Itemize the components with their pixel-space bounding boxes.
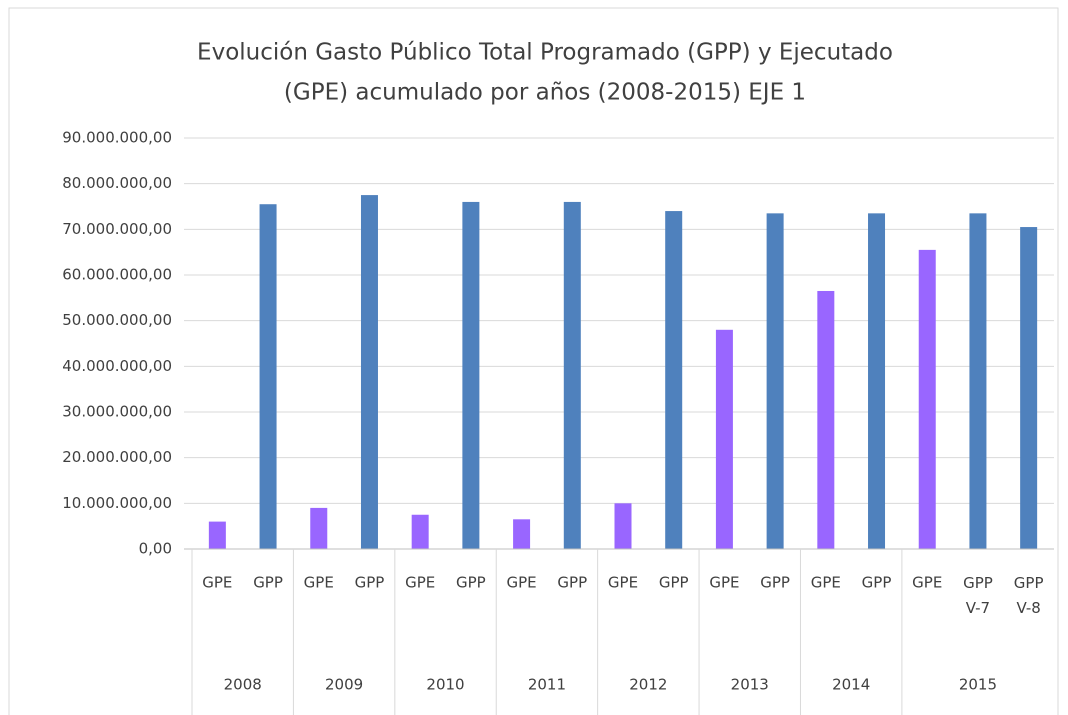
x-tick-label: GPP [659, 574, 689, 592]
chart-title: Evolución Gasto Público Total Programado… [197, 40, 893, 66]
x-tick-label: GPP [456, 574, 486, 592]
y-tick-label: 80.000.000,00 [62, 174, 172, 192]
y-tick-label: 50.000.000,00 [62, 311, 172, 329]
x-tick-label: GPE [405, 574, 435, 592]
chart-title: (GPE) acumulado por años (2008-2015) EJE… [284, 80, 806, 106]
group-label: 2009 [325, 676, 363, 694]
group-label: 2008 [224, 676, 262, 694]
bar [259, 204, 277, 549]
x-tick-label: GPE [608, 574, 638, 592]
bar [360, 195, 378, 550]
group-label: 2012 [629, 676, 667, 694]
bar [411, 514, 429, 549]
y-tick-label: 30.000.000,00 [62, 403, 172, 421]
bar [868, 213, 886, 549]
x-tick-label: GPE [507, 574, 537, 592]
group-label: 2014 [832, 676, 870, 694]
x-tick-label: GPP [355, 574, 385, 592]
x-tick-label: GPP [760, 574, 790, 592]
bar [462, 201, 480, 549]
x-tick-label: GPP [862, 574, 892, 592]
x-tick-label: GPP [253, 574, 283, 592]
bar [208, 521, 226, 549]
y-tick-label: 90.000.000,00 [62, 129, 172, 147]
group-label: 2010 [426, 676, 464, 694]
y-tick-label: 20.000.000,00 [62, 448, 172, 466]
x-tick-label: GPE [304, 574, 334, 592]
bar [766, 213, 784, 549]
x-tick-label: GPP [557, 574, 587, 592]
bar [665, 211, 683, 550]
bar [513, 519, 531, 549]
x-tick-label: GPE [811, 574, 841, 592]
bar [817, 290, 835, 549]
x-tick-label: GPE [912, 574, 942, 592]
group-label: 2015 [959, 676, 997, 694]
y-tick-label: 10.000.000,00 [62, 494, 172, 512]
y-tick-label: 40.000.000,00 [62, 357, 172, 375]
bar [1020, 227, 1038, 550]
x-tick-label: GPE [709, 574, 739, 592]
y-tick-label: 0,00 [139, 540, 172, 558]
y-tick-label: 60.000.000,00 [62, 266, 172, 284]
bar [969, 213, 987, 549]
x-tick-label: GPP V-8 [1014, 574, 1044, 617]
group-label: 2013 [731, 676, 769, 694]
bar [310, 507, 328, 549]
x-tick-label: GPP V-7 [963, 574, 993, 617]
bar [918, 249, 936, 549]
y-tick-label: 70.000.000,00 [62, 220, 172, 238]
group-label: 2011 [528, 676, 566, 694]
x-tick-label: GPE [202, 574, 232, 592]
bar [563, 201, 581, 549]
bar [715, 329, 733, 549]
bar [614, 503, 632, 549]
